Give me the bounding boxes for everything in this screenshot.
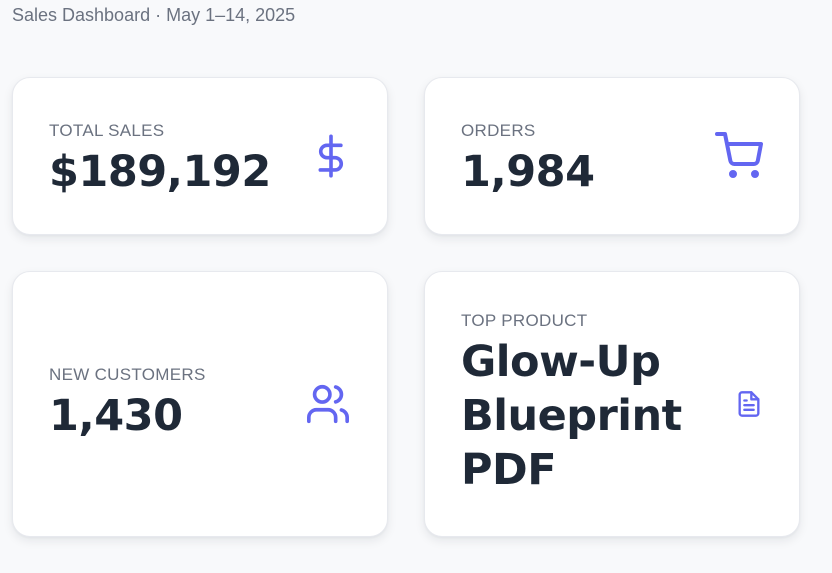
top-product-value: Glow-Up Blueprint PDF bbox=[461, 337, 682, 495]
document-icon bbox=[735, 390, 763, 418]
top-product-card: TOP PRODUCT Glow-Up Blueprint PDF bbox=[424, 271, 800, 537]
orders-label: ORDERS bbox=[461, 121, 536, 140]
dollar-icon bbox=[311, 133, 351, 179]
users-icon bbox=[305, 381, 351, 427]
new-customers-value: 1,430 bbox=[49, 391, 183, 441]
total-sales-card: TOTAL SALES $189,192 bbox=[12, 77, 388, 235]
total-sales-value: $189,192 bbox=[49, 147, 271, 197]
orders-card: ORDERS 1,984 bbox=[424, 77, 800, 235]
orders-value: 1,984 bbox=[461, 147, 595, 197]
new-customers-card: NEW CUSTOMERS 1,430 bbox=[12, 271, 388, 537]
total-sales-label: TOTAL SALES bbox=[49, 121, 165, 140]
shopping-cart-icon bbox=[715, 132, 763, 180]
new-customers-label: NEW CUSTOMERS bbox=[49, 365, 206, 384]
top-product-label: TOP PRODUCT bbox=[461, 311, 588, 330]
page-subtitle: Sales Dashboard · May 1–14, 2025 bbox=[12, 5, 296, 25]
